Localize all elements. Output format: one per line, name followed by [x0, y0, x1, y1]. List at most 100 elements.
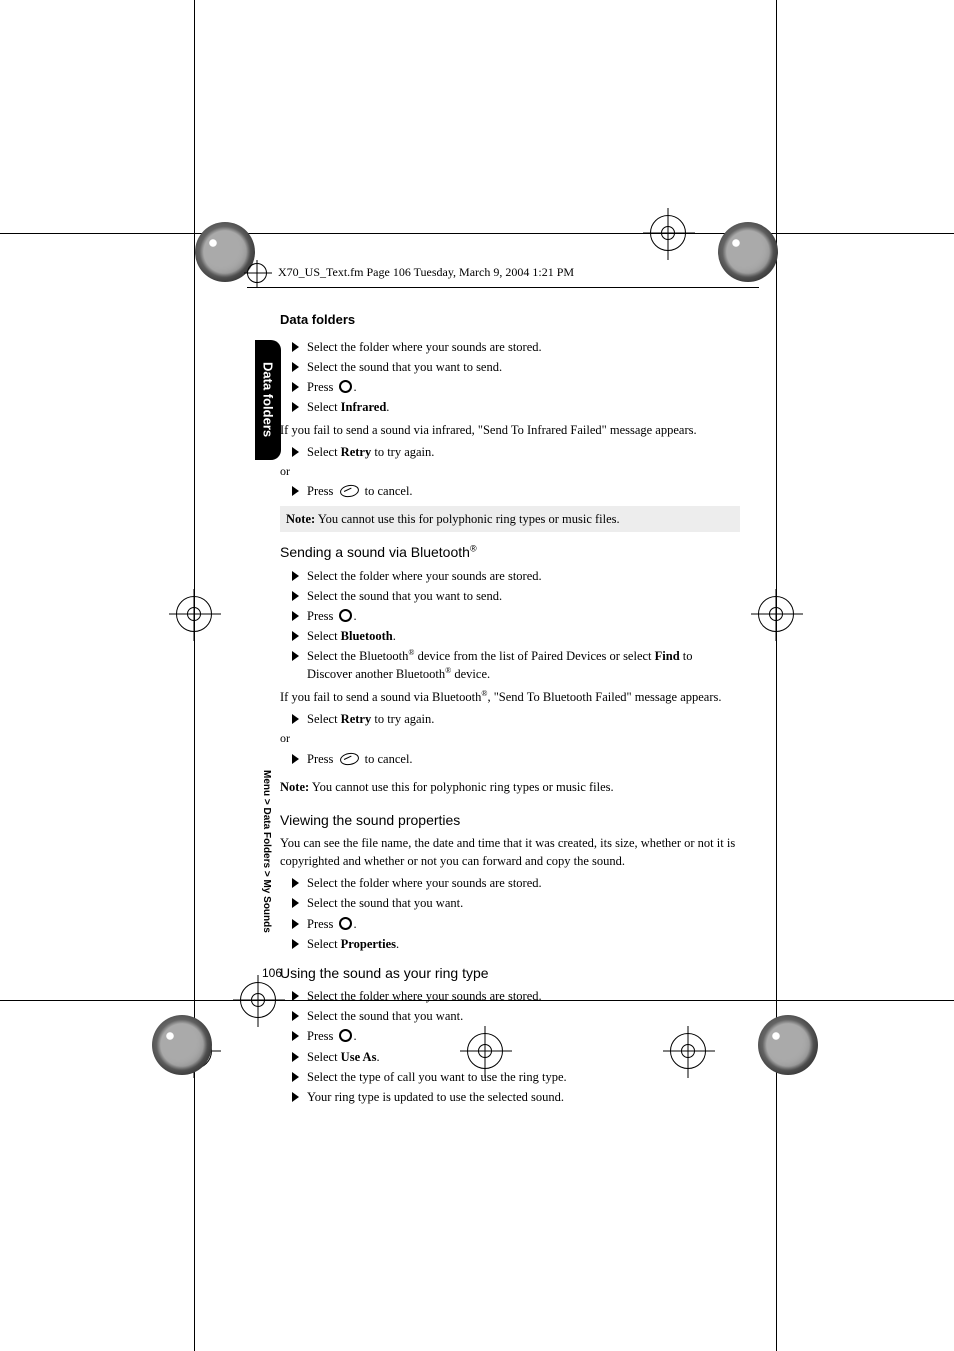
- step-bold: Infrared: [341, 400, 387, 414]
- step: Press to cancel.: [292, 750, 740, 768]
- step-text: Select the sound that you want.: [307, 1007, 463, 1025]
- note-label: Note:: [280, 780, 309, 794]
- page-header: X70_US_Text.fm Page 106 Tuesday, March 9…: [247, 263, 759, 288]
- note-text: You cannot use this for polyphonic ring …: [309, 780, 614, 794]
- step-text: device.: [451, 668, 490, 682]
- bullet-icon: [292, 1092, 299, 1102]
- breadcrumb-text: Menu > Data Folders > My Sounds: [261, 770, 272, 933]
- step-bold: Bluetooth: [341, 629, 393, 643]
- step: Select Infrared.: [292, 398, 740, 416]
- or-text: or: [280, 463, 740, 480]
- step: Select the folder where your sounds are …: [292, 874, 740, 892]
- bullet-icon: [292, 571, 299, 581]
- bullet-icon: [292, 919, 299, 929]
- step: Select the sound that you want.: [292, 894, 740, 912]
- step-text: Press: [307, 380, 337, 394]
- step-text: device from the list of Paired Devices o…: [414, 649, 654, 663]
- paragraph-text: , "Send To Bluetooth Failed" message app…: [487, 690, 721, 704]
- page-title: Data folders: [280, 312, 355, 327]
- step-text: to cancel.: [362, 484, 413, 498]
- step: Select the sound that you want.: [292, 1007, 740, 1025]
- note-box: Note: You cannot use this for polyphonic…: [280, 506, 740, 532]
- step: Press to cancel.: [292, 482, 740, 500]
- crop-line-v-right: [776, 0, 777, 1351]
- bullet-icon: [292, 447, 299, 457]
- step: Select the folder where your sounds are …: [292, 338, 740, 356]
- bullet-icon: [292, 878, 299, 888]
- registration-mark-icon: [650, 215, 686, 251]
- select-key-icon: [339, 1029, 352, 1042]
- bullet-icon: [292, 754, 299, 764]
- halftone-ball-icon: [758, 1015, 818, 1075]
- step-text: Select the folder where your sounds are …: [307, 338, 542, 356]
- step: Select the folder where your sounds are …: [292, 987, 740, 1005]
- step: Select the sound that you want to send.: [292, 358, 740, 376]
- sidebar-tab: Data folders: [255, 340, 281, 460]
- step-text: Select the folder where your sounds are …: [307, 567, 542, 585]
- subheading: Viewing the sound properties: [280, 810, 740, 830]
- bullet-icon: [292, 611, 299, 621]
- registration-mark-icon: [176, 596, 212, 632]
- step: Select the sound that you want to send.: [292, 587, 740, 605]
- note-box: Note: You cannot use this for polyphonic…: [280, 774, 740, 800]
- step-bold: Retry: [341, 712, 372, 726]
- step-text: Press: [307, 752, 337, 766]
- subheading: Sending a sound via Bluetooth®: [280, 542, 740, 562]
- select-key-icon: [339, 917, 352, 930]
- bullet-icon: [292, 342, 299, 352]
- step-text: Press: [307, 917, 337, 931]
- crop-line-h-top: [0, 233, 954, 234]
- bullet-icon: [292, 1072, 299, 1082]
- content-area: Select the folder where your sounds are …: [280, 336, 740, 1108]
- paragraph: If you fail to send a sound via infrared…: [280, 421, 740, 439]
- bullet-icon: [292, 486, 299, 496]
- subheading-text: Sending a sound via Bluetooth: [280, 544, 470, 560]
- header-text: X70_US_Text.fm Page 106 Tuesday, March 9…: [278, 265, 574, 279]
- step-text: Select: [307, 629, 341, 643]
- step: Select the folder where your sounds are …: [292, 567, 740, 585]
- select-key-icon: [339, 609, 352, 622]
- bullet-icon: [292, 402, 299, 412]
- step-text: Your ring type is updated to use the sel…: [307, 1088, 564, 1106]
- step-text: Select the folder where your sounds are …: [307, 874, 542, 892]
- note-text: You cannot use this for polyphonic ring …: [315, 512, 620, 526]
- step: Select Retry to try again.: [292, 710, 740, 728]
- bullet-icon: [292, 714, 299, 724]
- paragraph: You can see the file name, the date and …: [280, 834, 740, 870]
- step-text: Press: [307, 609, 337, 623]
- bullet-icon: [292, 898, 299, 908]
- step-text: to try again.: [371, 445, 434, 459]
- step: Select Retry to try again.: [292, 443, 740, 461]
- paragraph: If you fail to send a sound via Bluetoot…: [280, 688, 740, 706]
- step-text: Select: [307, 445, 341, 459]
- step-text: Select the type of call you want to use …: [307, 1068, 567, 1086]
- or-text: or: [280, 730, 740, 747]
- bullet-icon: [292, 1031, 299, 1041]
- step: Select Bluetooth.: [292, 627, 740, 645]
- step-text: Select: [307, 937, 341, 951]
- step-text: Select the sound that you want to send.: [307, 587, 502, 605]
- bullet-icon: [292, 382, 299, 392]
- bullet-icon: [292, 651, 299, 661]
- step-bold: Find: [655, 649, 680, 663]
- step-text: Press: [307, 1029, 337, 1043]
- bullet-icon: [292, 362, 299, 372]
- step-text: to try again.: [371, 712, 434, 726]
- step: Press .: [292, 1027, 740, 1045]
- step: Select the type of call you want to use …: [292, 1068, 740, 1086]
- bullet-icon: [292, 631, 299, 641]
- step: Press .: [292, 607, 740, 625]
- step: Select the Bluetooth® device from the li…: [292, 647, 740, 684]
- paragraph-text: If you fail to send a sound via Bluetoot…: [280, 690, 481, 704]
- step-bold: Properties: [341, 937, 396, 951]
- step: Select Use As.: [292, 1048, 740, 1066]
- step-text: Select the folder where your sounds are …: [307, 987, 542, 1005]
- bullet-icon: [292, 939, 299, 949]
- registration-mark-icon: [758, 596, 794, 632]
- step: Press .: [292, 915, 740, 933]
- registration-dot-icon: [247, 263, 267, 283]
- subheading: Using the sound as your ring type: [280, 963, 740, 983]
- step: Press .: [292, 378, 740, 396]
- crop-line-v-left: [194, 0, 195, 1351]
- step-text: Select the sound that you want to send.: [307, 358, 502, 376]
